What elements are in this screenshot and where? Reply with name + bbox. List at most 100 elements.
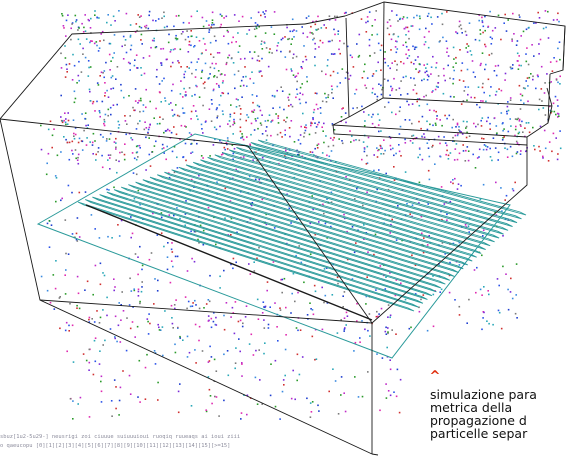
particle-dot bbox=[485, 100, 487, 103]
particle-dot bbox=[64, 57, 67, 59]
particle-dot bbox=[206, 184, 208, 187]
particle-dot bbox=[432, 90, 434, 92]
particle-dot bbox=[556, 112, 559, 115]
particle-dot bbox=[442, 92, 445, 95]
particle-dot bbox=[132, 306, 134, 308]
particle-dot bbox=[99, 350, 101, 352]
particle-dot bbox=[87, 18, 90, 21]
particle-dot bbox=[120, 89, 123, 92]
particle-dot bbox=[67, 253, 70, 255]
particle-dot bbox=[366, 77, 369, 79]
particle-dot bbox=[95, 159, 97, 161]
particle-dot bbox=[389, 272, 391, 274]
particle-dot bbox=[458, 126, 460, 128]
particle-dot bbox=[421, 135, 423, 138]
particle-dot bbox=[266, 281, 269, 283]
particle-dot bbox=[148, 137, 150, 139]
particle-dot bbox=[261, 48, 264, 50]
particle-dot bbox=[314, 132, 317, 134]
particle-dot bbox=[363, 70, 365, 73]
particle-dot bbox=[263, 306, 265, 308]
particle-dot bbox=[290, 397, 293, 400]
particle-dot bbox=[458, 152, 461, 155]
particle-dot bbox=[99, 115, 101, 118]
particle-dot bbox=[456, 123, 459, 126]
particle-dot bbox=[281, 291, 283, 294]
particle-dot bbox=[327, 145, 330, 148]
particle-dot bbox=[346, 258, 349, 261]
particle-dot bbox=[132, 106, 134, 109]
particle-dot bbox=[175, 37, 177, 40]
particle-dot bbox=[296, 80, 298, 83]
particle-dot bbox=[426, 15, 429, 17]
particle-dot bbox=[485, 148, 488, 151]
particle-dot bbox=[159, 122, 161, 125]
particle-dot bbox=[509, 99, 512, 101]
particle-dot bbox=[134, 59, 136, 61]
particle-dot bbox=[141, 43, 143, 45]
particle-dot bbox=[288, 51, 291, 53]
particle-dot bbox=[126, 123, 128, 125]
particle-dot bbox=[72, 400, 74, 402]
particle-dot bbox=[555, 79, 558, 81]
particle-dot bbox=[212, 89, 215, 92]
particle-dot bbox=[110, 76, 113, 79]
particle-dot bbox=[457, 133, 459, 135]
particle-dot bbox=[97, 151, 99, 153]
particle-dot bbox=[82, 47, 84, 50]
particle-dot bbox=[527, 100, 529, 103]
particle-dot bbox=[128, 95, 130, 97]
particle-dot bbox=[135, 23, 138, 25]
particle-dot bbox=[139, 97, 142, 100]
particle-dot bbox=[365, 31, 368, 33]
particle-dot bbox=[371, 122, 374, 125]
caret-up-icon[interactable]: ^ bbox=[429, 369, 441, 384]
particle-dot bbox=[254, 22, 257, 24]
particle-dot bbox=[60, 94, 62, 97]
particle-dot bbox=[555, 60, 558, 63]
particle-dot bbox=[133, 289, 136, 292]
particle-dot bbox=[321, 70, 323, 73]
particle-dot bbox=[87, 75, 90, 77]
particle-dot bbox=[110, 113, 112, 116]
particle-dot bbox=[247, 116, 250, 119]
particle-dot bbox=[323, 212, 325, 215]
particle-dot bbox=[253, 261, 255, 263]
particle-dot bbox=[454, 299, 456, 301]
particle-dot bbox=[263, 327, 266, 329]
particle-dot bbox=[229, 125, 232, 128]
particle-dot bbox=[102, 272, 104, 274]
particle-dot bbox=[516, 118, 518, 121]
particle-dot bbox=[55, 177, 58, 179]
particle-dot bbox=[279, 131, 282, 134]
particle-dot bbox=[534, 148, 536, 151]
particle-dot bbox=[299, 142, 302, 145]
particle-dot bbox=[76, 82, 78, 84]
particle-dot bbox=[254, 376, 257, 379]
particle-dot bbox=[81, 140, 84, 143]
particle-dot bbox=[281, 136, 283, 138]
particle-dot bbox=[365, 303, 367, 305]
particle-dot bbox=[209, 345, 211, 348]
particle-dot bbox=[503, 136, 505, 138]
particle-dot bbox=[179, 93, 182, 95]
particle-dot bbox=[103, 274, 106, 277]
particle-dot bbox=[513, 33, 515, 35]
particle-dot bbox=[196, 61, 198, 63]
particle-dot bbox=[458, 314, 461, 316]
particle-dot bbox=[415, 137, 418, 139]
particle-dot bbox=[474, 38, 477, 41]
particle-dot bbox=[380, 307, 383, 310]
particle-dot bbox=[104, 95, 106, 97]
particle-dot bbox=[398, 87, 401, 90]
particle-dot bbox=[557, 113, 560, 115]
particle-dot bbox=[317, 143, 320, 145]
particle-dot bbox=[249, 143, 251, 146]
particle-dot bbox=[191, 151, 194, 153]
particle-dot bbox=[343, 217, 346, 220]
particle-dot bbox=[111, 415, 113, 417]
detector-ribbons bbox=[36, 133, 527, 359]
particle-dot bbox=[130, 236, 132, 239]
